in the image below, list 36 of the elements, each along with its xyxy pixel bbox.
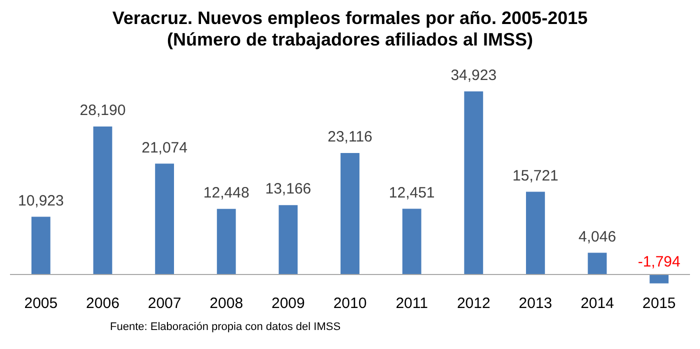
x-tick-label: 2014	[580, 295, 614, 312]
bar	[216, 208, 236, 274]
bar	[650, 274, 669, 284]
data-label: 12,448	[203, 184, 250, 202]
bar	[340, 152, 360, 274]
data-label: -1,794	[638, 254, 680, 271]
x-tick-label: 2013	[518, 295, 552, 312]
x-tick-label: 2010	[333, 295, 367, 312]
x-tick-label: 2011	[396, 295, 428, 312]
data-label: 13,166	[265, 180, 312, 198]
bar	[588, 252, 607, 274]
x-tick-label: 2008	[210, 295, 244, 312]
x-tick-label: 2012	[456, 295, 490, 312]
data-label: 23,116	[328, 128, 372, 146]
bar	[526, 192, 545, 274]
bar	[402, 208, 422, 274]
text: (Número de trabajadores afiliados al IMSS)	[166, 29, 534, 50]
data-label: 28,190	[80, 102, 126, 120]
data-label: 34,923	[450, 66, 497, 84]
bar	[93, 126, 112, 274]
x-tick-label: 2005	[24, 295, 58, 312]
data-label: 4,046	[578, 228, 616, 246]
data-label: 12,451	[388, 184, 435, 202]
text: Veracruz. Nuevos empleos formales por año. 2005-2015	[112, 8, 588, 28]
x-tick-label: 2009	[271, 295, 305, 312]
data-label: 10,923	[18, 192, 64, 210]
bar	[31, 216, 50, 274]
source-note: Fuente: Elaboración propia con datos del IMSS	[110, 321, 341, 334]
data-label: 21,074	[142, 139, 188, 156]
x-tick-label: 2007	[148, 295, 182, 312]
x-tick-label: 2006	[86, 295, 120, 312]
bar	[278, 205, 298, 274]
bar	[464, 91, 484, 274]
x-tick-label: 2015	[642, 295, 676, 312]
data-label: 15,721	[512, 167, 558, 184]
bar	[155, 164, 174, 274]
